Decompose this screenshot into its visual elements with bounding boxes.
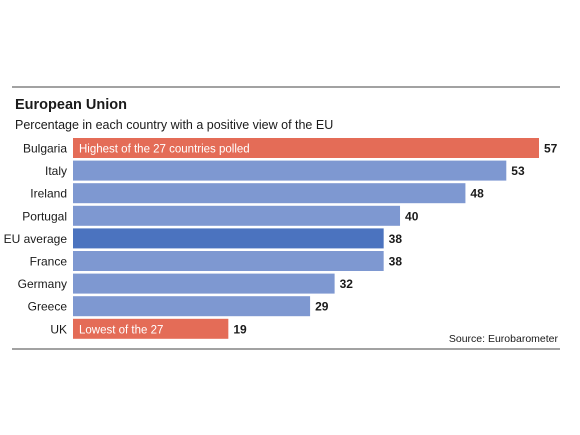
bar-eu-average [73,228,384,249]
category-label-germany: Germany [18,277,67,291]
bars-group: Bulgaria 57 Highest of the 27 countries po… [4,138,558,339]
category-label-greece: Greece [28,300,68,314]
bar-ireland [73,183,466,204]
chart-title: European Union [15,97,127,113]
category-label-ireland: Ireland [30,187,67,201]
value-label-portugal: 40 [405,209,419,223]
value-label-uk: 19 [233,322,247,336]
value-label-bulgaria: 57 [544,142,558,156]
chart-subtitle: Percentage in each country with a positi… [15,118,333,132]
category-label-uk: UK [50,322,67,336]
bar-greece [73,296,311,317]
value-label-france: 38 [389,255,403,269]
category-label-eu-average: EU average [4,232,68,246]
bar-portugal [73,205,401,226]
value-label-eu-average: 38 [389,232,403,246]
bar-uk [73,318,229,339]
bar-italy [73,160,507,181]
value-label-ireland: 48 [470,187,484,201]
category-label-portugal: Portugal [22,209,67,223]
bar-germany [73,273,335,294]
value-label-greece: 29 [315,300,329,314]
value-label-italy: 53 [511,164,525,178]
bar-bulgaria [73,138,539,158]
bar-annotation-uk: Lowest of the 27 [79,324,163,336]
bar-annotation-bulgaria: Highest of the 27 countries polled [79,144,250,156]
value-label-germany: 32 [340,277,354,291]
category-label-italy: Italy [45,164,67,178]
source-note: Source: Eurobarometer [449,333,559,345]
category-label-france: France [30,255,68,269]
category-label-bulgaria: Bulgaria [23,142,67,156]
bar-france [73,251,384,271]
